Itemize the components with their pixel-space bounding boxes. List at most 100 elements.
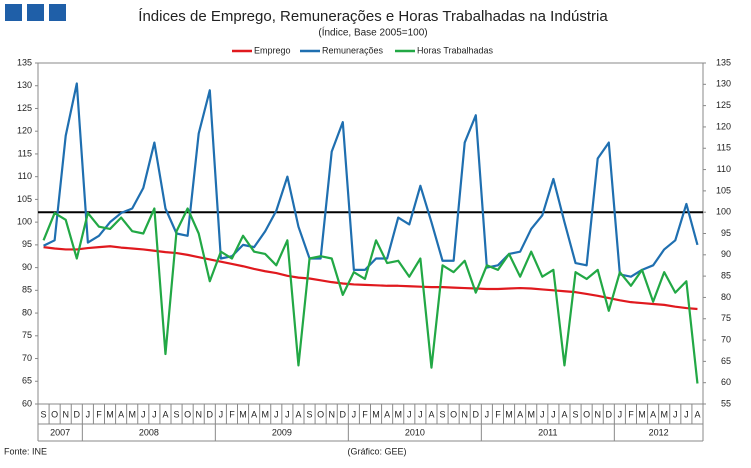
x-tick-label: O <box>317 409 324 419</box>
y2-tick-label: 110 <box>717 164 731 174</box>
x-tick-label: J <box>141 409 146 419</box>
y-tick-label: 95 <box>22 239 32 249</box>
y-tick-label: 90 <box>22 262 32 272</box>
y-tick-label: 65 <box>22 376 32 386</box>
x-tick-label: M <box>638 409 646 419</box>
x-tick-label: A <box>251 409 257 419</box>
x-tick-label: A <box>428 409 434 419</box>
x-tick-label: A <box>694 409 700 419</box>
x-tick-label: N <box>328 409 335 419</box>
x-tick-label: D <box>340 409 347 419</box>
year-label: 2011 <box>538 427 557 437</box>
x-tick-label: A <box>561 409 567 419</box>
x-tick-label: J <box>485 409 490 419</box>
year-label: 2007 <box>50 427 70 437</box>
x-tick-label: J <box>407 409 412 419</box>
plot-area <box>37 62 704 405</box>
x-tick-label: J <box>219 409 224 419</box>
x-tick-label: M <box>128 409 136 419</box>
x-tick-label: A <box>162 409 168 419</box>
x-tick-label: F <box>495 409 501 419</box>
y2-tick-label: 55 <box>721 398 731 408</box>
y2-tick-label: 135 <box>716 57 731 67</box>
y-tick-label: 80 <box>22 307 32 317</box>
x-tick-label: J <box>274 409 279 419</box>
y2-tick-label: 80 <box>721 292 731 302</box>
x-tick-label: D <box>473 409 480 419</box>
x-tick-label: A <box>650 409 656 419</box>
x-tick-label: S <box>41 409 47 419</box>
y2-tick-label: 65 <box>721 356 731 366</box>
series-line <box>42 207 699 384</box>
year-label: 2008 <box>139 427 159 437</box>
x-tick-label: J <box>551 409 556 419</box>
y2-tick-label: 125 <box>716 100 731 110</box>
x-tick-label: F <box>96 409 102 419</box>
y2-tick-label: 60 <box>721 377 731 387</box>
y-tick-label: 85 <box>22 285 32 295</box>
logo-square <box>27 4 44 21</box>
x-tick-label: J <box>684 409 689 419</box>
x-tick-label: N <box>594 409 601 419</box>
y-tick-label: 110 <box>18 171 32 181</box>
x-tick-label: S <box>174 409 180 419</box>
y2-tick-label: 95 <box>721 228 731 238</box>
series-line <box>43 245 698 311</box>
x-tick-label: M <box>261 409 269 419</box>
x-tick-label: O <box>583 409 590 419</box>
year-label: 2012 <box>649 427 669 437</box>
x-tick-label: M <box>106 409 114 419</box>
x-tick-label: J <box>540 409 545 419</box>
y2-tick-label: 105 <box>716 185 731 195</box>
series-line <box>43 82 699 278</box>
x-tick-label: N <box>195 409 202 419</box>
x-tick-label: A <box>118 409 124 419</box>
x-tick-label: M <box>660 409 668 419</box>
x-tick-label: F <box>229 409 235 419</box>
x-tick-label: J <box>86 409 91 419</box>
x-tick-label: J <box>352 409 357 419</box>
x-tick-label: O <box>51 409 58 419</box>
legend-label: Remunerações <box>322 45 384 55</box>
chart-title: Índices de Emprego, Remunerações e Horas… <box>138 8 608 25</box>
x-tick-label: M <box>239 409 247 419</box>
x-tick-label: N <box>62 409 69 419</box>
x-tick-label: A <box>517 409 523 419</box>
y-tick-label: 120 <box>17 126 32 136</box>
x-tick-label: F <box>628 409 634 419</box>
x-tick-label: F <box>362 409 368 419</box>
y2-tick-label: 115 <box>717 143 731 153</box>
y-tick-label: 125 <box>17 103 32 113</box>
y-tick-label: 115 <box>18 148 32 158</box>
year-label: 2010 <box>405 427 425 437</box>
chart-subtitle: (Índice, Base 2005=100) <box>318 26 427 39</box>
y-tick-label: 60 <box>22 398 32 408</box>
x-tick-label: N <box>461 409 468 419</box>
x-tick-label: D <box>207 409 214 419</box>
y2-tick-label: 85 <box>721 271 731 281</box>
source: Fonte: INE <box>4 446 47 456</box>
y-tick-label: 135 <box>17 57 32 67</box>
y2-tick-label: 130 <box>716 79 731 89</box>
y-tick-label: 105 <box>17 194 32 204</box>
x-tick-label: J <box>285 409 290 419</box>
year-label: 2009 <box>272 427 292 437</box>
x-tick-label: A <box>384 409 390 419</box>
y-tick-label: 130 <box>17 80 32 90</box>
x-tick-label: O <box>450 409 457 419</box>
x-tick-label: A <box>295 409 301 419</box>
x-tick-label: S <box>307 409 313 419</box>
x-tick-label: M <box>394 409 402 419</box>
y-tick-label: 75 <box>22 330 32 340</box>
x-tick-label: J <box>618 409 623 419</box>
y2-tick-label: 100 <box>716 207 731 217</box>
logo-square <box>5 4 22 21</box>
y-tick-label: 70 <box>22 353 32 363</box>
x-tick-label: S <box>440 409 446 419</box>
logo-square <box>49 4 66 21</box>
x-tick-label: D <box>74 409 81 419</box>
x-tick-label: M <box>505 409 513 419</box>
x-tick-label: M <box>372 409 380 419</box>
x-tick-label: D <box>606 409 613 419</box>
